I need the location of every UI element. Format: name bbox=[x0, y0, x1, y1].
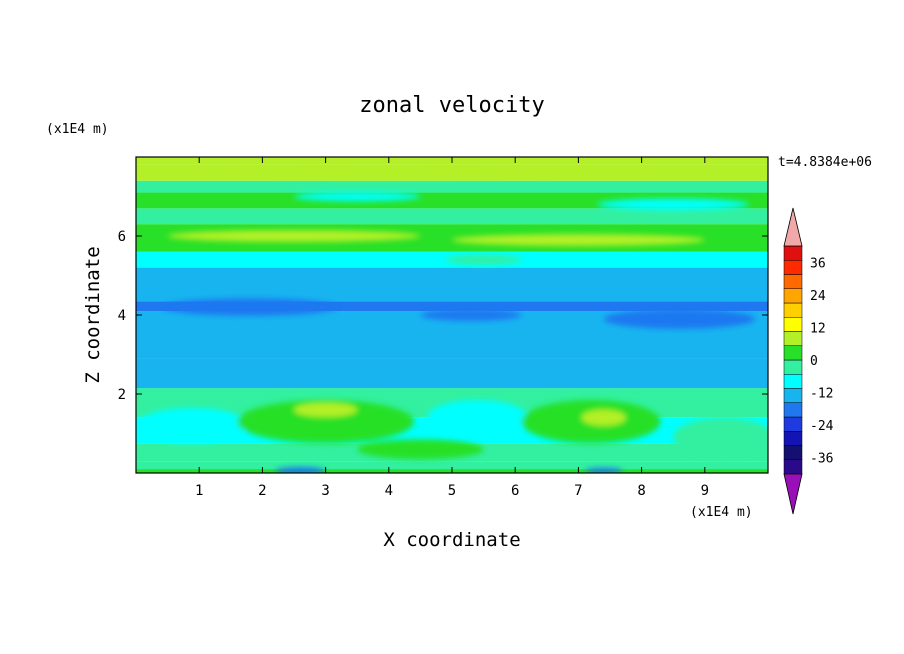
colorbar-under-arrow bbox=[783, 473, 803, 515]
field-patch bbox=[357, 439, 484, 460]
field-patch bbox=[230, 168, 547, 178]
x-axis-label: X coordinate bbox=[383, 529, 520, 551]
field-patch bbox=[294, 191, 421, 202]
field-patch bbox=[161, 298, 339, 316]
field-patch bbox=[673, 417, 768, 458]
x-tick-label: 7 bbox=[574, 483, 582, 499]
time-label: t=4.8384e+06 bbox=[778, 155, 872, 170]
field-patch bbox=[584, 467, 623, 473]
field-band bbox=[136, 180, 768, 193]
colorbar-segment bbox=[783, 459, 803, 475]
colorbar-tick-label: 36 bbox=[810, 256, 826, 271]
field-patch bbox=[452, 234, 705, 246]
colorbar-segment bbox=[783, 359, 803, 375]
field-patch bbox=[445, 254, 522, 265]
colorbar-segment bbox=[783, 374, 803, 389]
field-band bbox=[136, 461, 768, 470]
field-band bbox=[136, 388, 768, 396]
colorbar-segment bbox=[783, 388, 803, 403]
field-patch bbox=[426, 399, 528, 436]
colorbar-segment bbox=[783, 274, 803, 289]
field-patch bbox=[294, 402, 358, 417]
field-band bbox=[136, 301, 768, 312]
colorbar-tick-label: -36 bbox=[810, 452, 833, 467]
field-patch bbox=[597, 198, 750, 211]
x-tick-label: 6 bbox=[511, 483, 519, 499]
z-unit-label: (x1E4 m) bbox=[46, 122, 109, 137]
colorbar-over-arrow bbox=[783, 207, 803, 247]
x-tick-label: 5 bbox=[448, 483, 456, 499]
x-tick-label: 4 bbox=[385, 483, 393, 499]
y-tick-label: 4 bbox=[118, 308, 126, 324]
colorbar-segment bbox=[783, 317, 803, 332]
colorbar-tick-label: 24 bbox=[810, 289, 826, 304]
colorbar-segment bbox=[783, 260, 803, 275]
y-axis: 2 4 6 bbox=[118, 229, 768, 403]
colorbar-segment bbox=[783, 445, 803, 460]
x-axis: 1 2 3 4 5 6 7 8 9 bbox=[195, 157, 709, 499]
x-tick-label: 9 bbox=[701, 483, 709, 499]
x-unit-label: (x1E4 m) bbox=[690, 505, 753, 520]
colorbar: 36 24 12 0 -12 -24 -36 bbox=[783, 207, 834, 515]
field-band bbox=[136, 267, 768, 302]
x-tick-label: 3 bbox=[321, 483, 329, 499]
field-patch bbox=[136, 407, 250, 444]
colorbar-tick-label: -12 bbox=[810, 387, 833, 402]
colorbar-segment bbox=[783, 402, 803, 418]
colorbar-tick-label: 0 bbox=[810, 354, 818, 369]
field-patch bbox=[167, 230, 421, 242]
chart-title: zonal velocity bbox=[359, 93, 544, 118]
colorbar-segment bbox=[783, 416, 803, 432]
colorbar-segment bbox=[783, 345, 803, 361]
velocity-field bbox=[136, 157, 768, 473]
colorbar-segment bbox=[783, 302, 803, 318]
colorbar-tick-label: 12 bbox=[810, 321, 826, 336]
y-axis-label: Z coordinate bbox=[82, 246, 104, 383]
colorbar-segment bbox=[783, 331, 803, 346]
field-patch bbox=[275, 467, 326, 473]
colorbar-segment bbox=[783, 245, 803, 261]
x-tick-label: 8 bbox=[637, 483, 645, 499]
field-band bbox=[136, 208, 768, 225]
field-patch bbox=[237, 399, 415, 444]
colorbar-segment bbox=[783, 288, 803, 304]
y-tick-label: 2 bbox=[118, 387, 126, 403]
field-patch bbox=[603, 309, 756, 329]
colorbar-segment bbox=[783, 431, 803, 446]
colorbar-tick-label: -24 bbox=[810, 419, 834, 434]
field-patch bbox=[420, 309, 522, 321]
y-tick-label: 6 bbox=[118, 229, 126, 245]
field-patch bbox=[581, 409, 626, 426]
x-tick-label: 1 bbox=[195, 483, 203, 499]
field-band bbox=[136, 358, 768, 389]
x-tick-label: 2 bbox=[258, 483, 266, 499]
